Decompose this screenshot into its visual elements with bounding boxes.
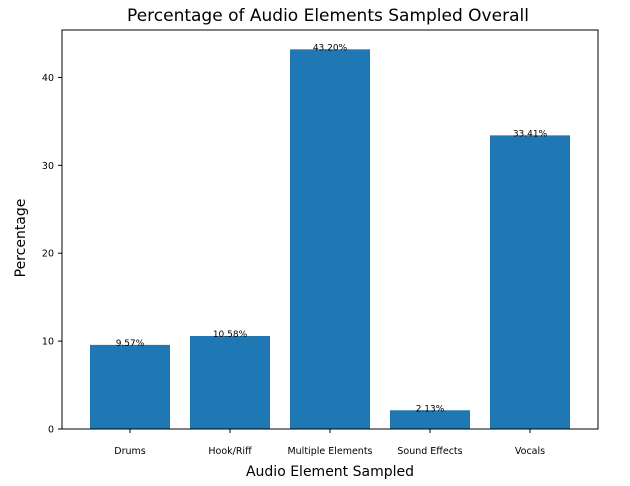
bar (190, 336, 270, 429)
chart-title: Percentage of Audio Elements Sampled Ove… (127, 6, 529, 26)
bar-data-label: 2.13% (416, 404, 445, 414)
y-axis-ticks: 0 10 20 30 40 (42, 73, 62, 436)
y-tick-label: 20 (42, 249, 54, 260)
x-tick-label: Hook/Riff (208, 446, 252, 457)
y-tick-label: 40 (42, 73, 54, 84)
y-tick-label: 30 (42, 161, 54, 172)
bar (290, 49, 370, 429)
bar (90, 344, 170, 429)
x-tick-label: Vocals (515, 446, 545, 457)
data-labels-group: 9.57% 10.58% 43.20% 2.13% 33.41% (116, 43, 548, 414)
x-tick-label: Sound Effects (397, 446, 462, 457)
y-axis-label: Percentage (13, 199, 29, 278)
bar-data-label: 10.58% (213, 330, 248, 340)
bar (390, 410, 470, 429)
bar-data-label: 43.20% (313, 43, 348, 53)
y-tick-label: 0 (48, 425, 54, 436)
x-tick-label: Drums (114, 446, 145, 457)
x-axis-ticks: Drums Hook/Riff Multiple Elements Sound Eff… (114, 429, 545, 457)
x-tick-label: Multiple Elements (287, 446, 372, 457)
bar (490, 135, 570, 429)
bars-group (90, 49, 570, 429)
bar-data-label: 33.41% (513, 129, 548, 139)
bar-data-label: 9.57% (116, 339, 145, 349)
y-tick-label: 10 (42, 337, 54, 348)
plot-frame (61, 29, 599, 430)
x-axis-label: Audio Element Sampled (246, 464, 414, 480)
